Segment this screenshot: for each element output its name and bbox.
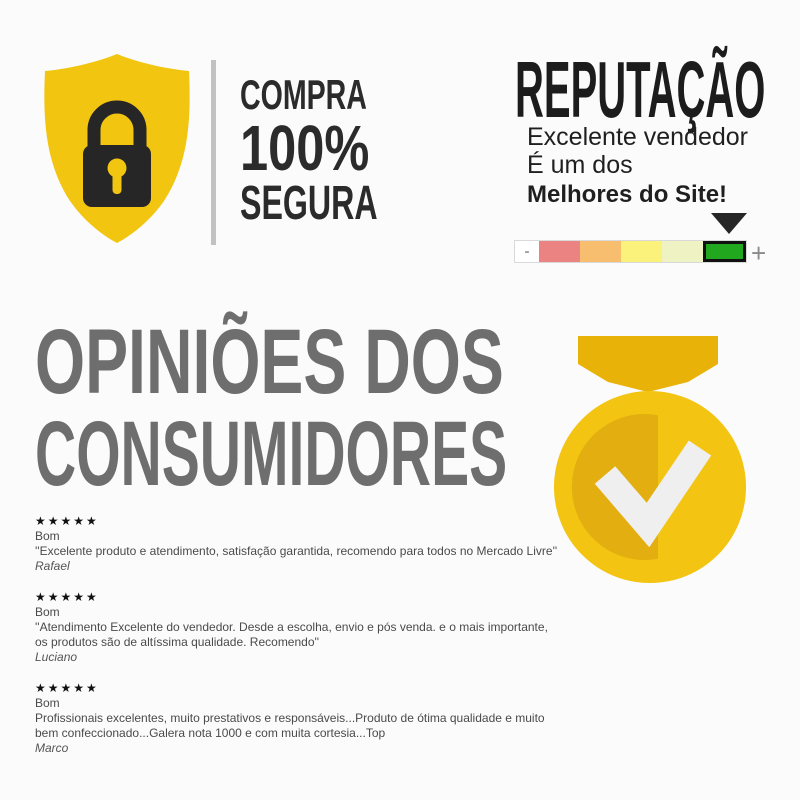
secure-badge-line1: COMPRA <box>240 71 367 118</box>
star-rating-icon: ★★★★★ <box>35 514 99 528</box>
secure-purchase-badge: COMPRA 100% SEGURA <box>240 74 445 228</box>
scale-segment-4 <box>662 241 703 262</box>
scale-segment-1 <box>539 241 580 262</box>
scale-plus-label: + <box>751 238 767 268</box>
medal-check-icon <box>554 336 746 583</box>
shield-lock-icon <box>44 54 190 243</box>
reviews-list: ★★★★★ Bom ''Excelente produto e atendime… <box>35 514 559 772</box>
star-rating-icon: ★★★★★ <box>35 681 99 695</box>
secure-badge-line2: 100% <box>240 112 370 184</box>
review-author: Marco <box>35 741 69 755</box>
secure-badge-line3: SEGURA <box>240 177 378 230</box>
scale-segment-2 <box>580 241 621 262</box>
review-item: ★★★★★ Bom ''Atendimento Excelente do ven… <box>35 590 559 665</box>
scale-segment-0: - <box>515 241 539 262</box>
review-author: Luciano <box>35 650 78 664</box>
opinions-title-line2: CONSUMIDORES <box>35 403 508 505</box>
reputation-scale-bar: - <box>514 240 747 263</box>
reputation-title: REPUTAÇÃO <box>515 45 766 134</box>
rating-label: Bom <box>35 605 60 619</box>
scale-pointer-icon <box>711 213 747 234</box>
reputation-subtitle-3: Melhores do Site! <box>527 181 728 208</box>
rating-label: Bom <box>35 696 60 710</box>
scale-segment-3 <box>621 241 662 262</box>
reputation-subtitle-2: É um dos <box>527 151 633 179</box>
vertical-divider <box>211 60 216 245</box>
rating-label: Bom <box>35 529 60 543</box>
review-text: Profissionais excelentes, muito prestati… <box>35 711 545 740</box>
review-item: ★★★★★ Bom ''Excelente produto e atendime… <box>35 514 559 574</box>
review-item: ★★★★★ Bom Profissionais excelentes, muit… <box>35 681 559 756</box>
review-text: ''Atendimento Excelente do vendedor. Des… <box>35 620 548 649</box>
scale-segment-5 <box>703 241 746 262</box>
review-author: Rafael <box>35 559 70 573</box>
star-rating-icon: ★★★★★ <box>35 590 99 604</box>
reputation-subtitle-1: Excelente vendedor <box>527 123 748 151</box>
review-text: ''Excelente produto e atendimento, satis… <box>35 544 558 558</box>
opinions-title-line1: OPINIÕES DOS <box>35 311 504 413</box>
